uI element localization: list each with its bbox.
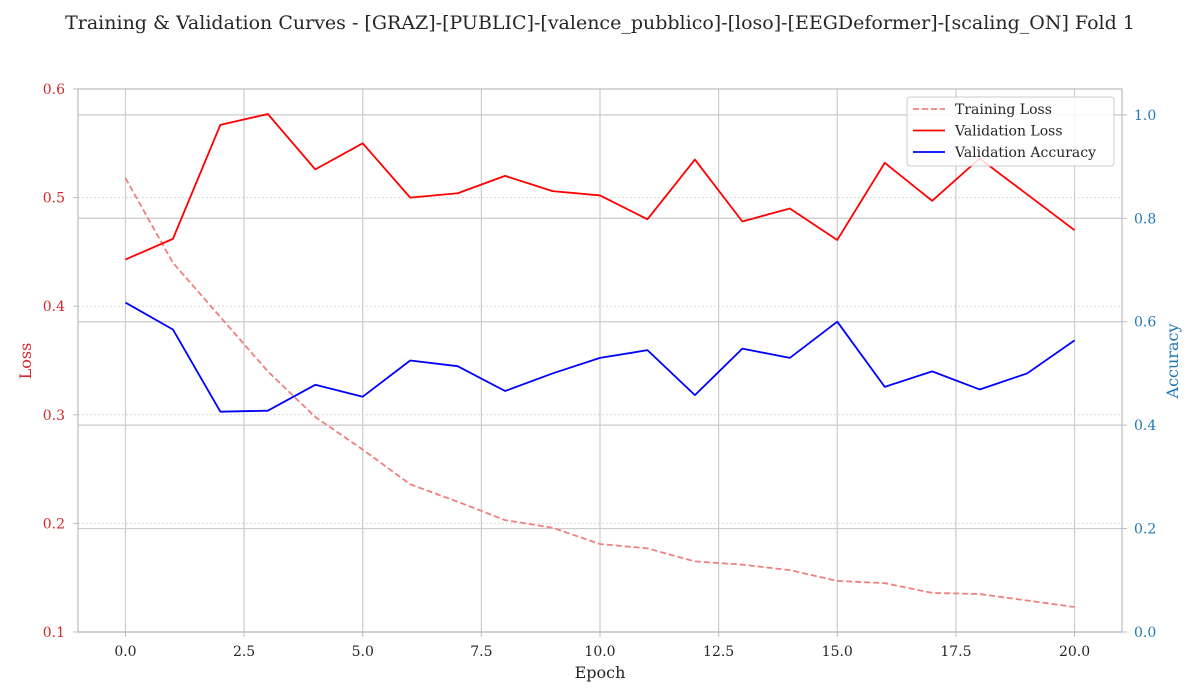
y-left-tick-label: 0.2: [43, 516, 65, 532]
x-tick-label: 15.0: [822, 644, 853, 660]
x-tick-label: 17.5: [940, 644, 971, 660]
legend-label: Validation Accuracy: [954, 145, 1096, 161]
x-axis-label: Epoch: [575, 663, 626, 682]
y-right-tick-label: 0.2: [1134, 522, 1156, 538]
series-line-training-loss: [124, 177, 1075, 608]
y-right-tick-label: 0.4: [1134, 418, 1156, 434]
x-tick-label: 2.5: [233, 644, 255, 660]
y-left-tick-label: 0.4: [43, 299, 65, 315]
x-tick-label: 10.0: [584, 644, 615, 660]
y-right-tick-label: 0.6: [1134, 315, 1156, 331]
x-tick-label: 5.0: [352, 644, 374, 660]
axis-ticks: 0.0 2.5 5.0 7.5 10.0 12.5 15.0 17.5 20.0 0.1 0.2 0.…: [43, 82, 1157, 660]
legend-label: Training Loss: [955, 102, 1052, 118]
y-axis-left-label: Loss: [16, 343, 35, 380]
legend: Training Loss Validation Loss Validation A…: [906, 96, 1115, 167]
x-tick-label: 7.5: [470, 644, 492, 660]
series-lines: [124, 113, 1076, 608]
series-line-validation-loss: [125, 113, 1076, 261]
legend-box: [906, 96, 1115, 167]
y-left-tick-label: 0.3: [43, 408, 65, 424]
y-left-tick-label: 0.5: [43, 191, 65, 207]
x-tick-label: 0.0: [114, 644, 136, 660]
legend-label: Validation Loss: [954, 124, 1063, 140]
y-right-tick-label: 1.0: [1134, 108, 1156, 124]
x-tick-label: 12.5: [703, 644, 734, 660]
y-axis-right-label: Accuracy: [1163, 324, 1182, 400]
y-left-tick-label: 0.1: [43, 625, 65, 641]
y-right-tick-label: 0.0: [1134, 625, 1156, 641]
series-line-validation-accuracy: [125, 301, 1076, 413]
y-left-tick-label: 0.6: [43, 82, 65, 98]
chart-title: Training & Validation Curves - [GRAZ]-[P…: [65, 12, 1135, 34]
y-right-tick-label: 0.8: [1134, 211, 1156, 227]
x-tick-label: 20.0: [1059, 644, 1090, 660]
